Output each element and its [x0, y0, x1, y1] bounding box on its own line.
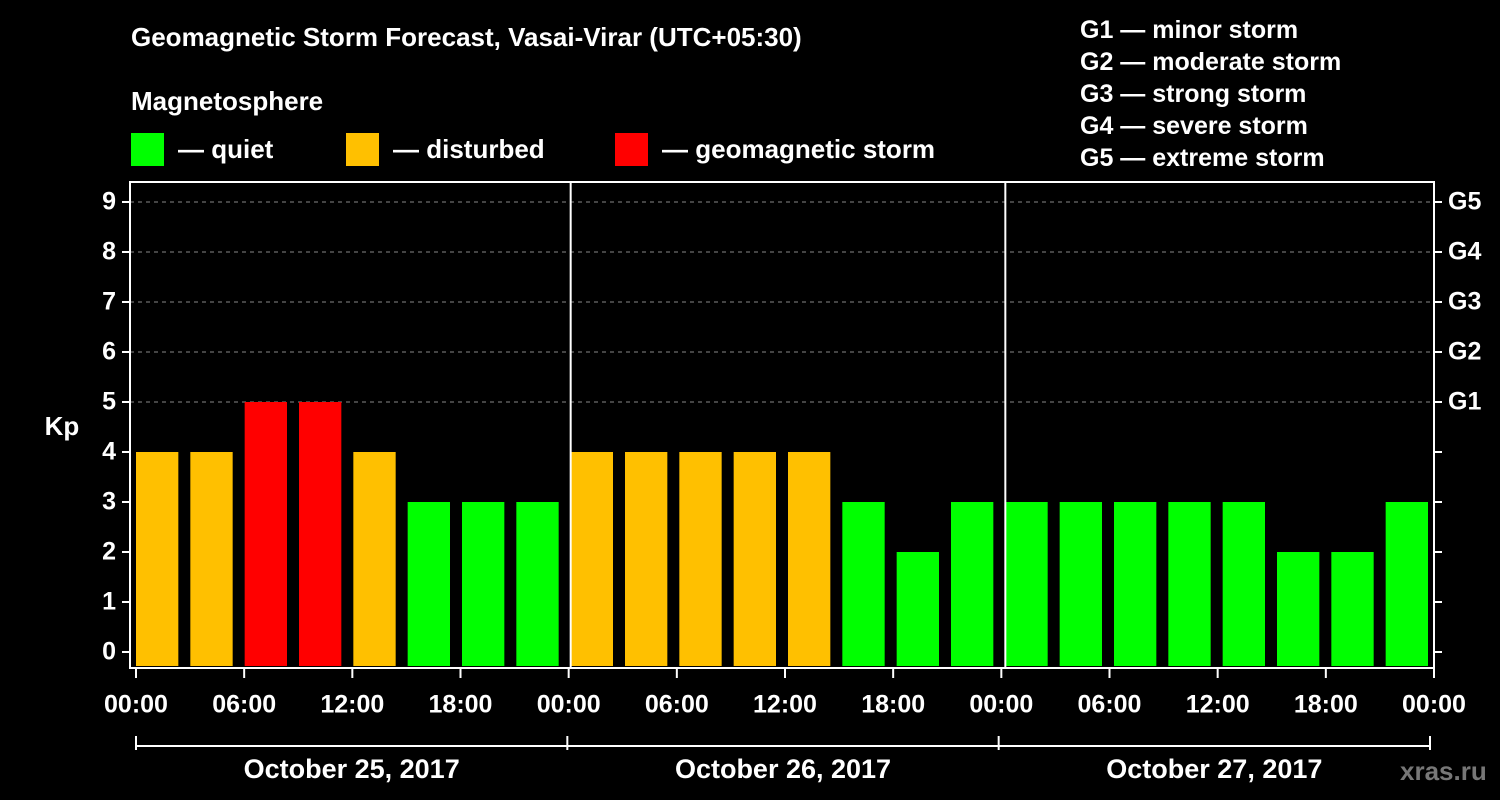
right-tick-label-G4: G4 — [1448, 238, 1481, 266]
legend: — quiet — disturbed — geomagnetic storm — [0, 133, 1000, 169]
g-level-g3: G3 — strong storm — [1080, 80, 1307, 108]
date-label-2: October 27, 2017 — [1106, 754, 1322, 784]
g-level-g4: G4 — severe storm — [1080, 112, 1308, 140]
legend-label-storm: — geomagnetic storm — [662, 134, 936, 164]
bar-11 — [733, 452, 776, 666]
bar-3 — [299, 402, 342, 666]
bar-21 — [1277, 552, 1320, 666]
y-tick-label-8: 8 — [102, 238, 116, 266]
x-tick-label-12: 00:00 — [1402, 691, 1466, 719]
date-label-1: October 26, 2017 — [675, 754, 891, 784]
x-tick-label-10: 12:00 — [1186, 691, 1250, 719]
bar-17 — [1059, 502, 1102, 666]
y-tick-label-0: 0 — [102, 638, 116, 666]
x-tick-label-0: 00:00 — [104, 691, 168, 719]
y-axis-label: Kp — [45, 411, 80, 441]
bar-22 — [1331, 552, 1374, 666]
x-tick-label-11: 18:00 — [1294, 691, 1358, 719]
bar-10 — [679, 452, 722, 666]
bar-16 — [1005, 502, 1048, 666]
y-tick-label-9: 9 — [102, 188, 116, 216]
right-tick-label-G5: G5 — [1448, 188, 1481, 216]
bar-9 — [625, 452, 668, 666]
chart-subtitle: Magnetosphere — [131, 86, 324, 116]
legend-label-quiet: — quiet — [178, 134, 274, 164]
date-label-0: October 25, 2017 — [244, 754, 460, 784]
legend-swatch-storm — [615, 133, 648, 166]
x-tick-label-8: 00:00 — [969, 691, 1033, 719]
y-tick-label-7: 7 — [102, 288, 116, 316]
bar-23 — [1385, 502, 1428, 666]
bar-6 — [462, 502, 505, 666]
bar-18 — [1114, 502, 1157, 666]
legend-item-quiet: — quiet — [131, 133, 273, 166]
bar-13 — [842, 502, 885, 666]
plot-frame — [129, 181, 1435, 669]
x-tick-label-2: 12:00 — [320, 691, 384, 719]
bar-5 — [407, 502, 450, 666]
y-tick-label-5: 5 — [102, 388, 116, 416]
x-tick-label-4: 00:00 — [537, 691, 601, 719]
g-level-g5: G5 — extreme storm — [1080, 144, 1325, 172]
bar-1 — [190, 452, 233, 666]
x-tick-label-7: 18:00 — [861, 691, 925, 719]
chart-title: Geomagnetic Storm Forecast, Vasai-Virar … — [131, 22, 802, 52]
legend-item-disturbed: — disturbed — [346, 133, 545, 166]
bar-19 — [1168, 502, 1211, 666]
bar-15 — [951, 502, 994, 666]
x-tick-label-9: 06:00 — [1078, 691, 1142, 719]
g-level-list: G1 — minor storm G2 — moderate storm G3 … — [1080, 14, 1341, 174]
y-tick-label-1: 1 — [102, 588, 116, 616]
right-tick-label-G3: G3 — [1448, 288, 1481, 316]
legend-swatch-quiet — [131, 133, 164, 166]
g-level-g2: G2 — moderate storm — [1080, 48, 1342, 76]
bar-14 — [896, 552, 939, 666]
y-tick-label-4: 4 — [102, 438, 116, 466]
x-tick-label-6: 12:00 — [753, 691, 817, 719]
right-tick-label-G2: G2 — [1448, 338, 1481, 366]
right-tick-label-G1: G1 — [1448, 388, 1481, 416]
y-tick-label-2: 2 — [102, 538, 116, 566]
bar-12 — [788, 452, 831, 666]
legend-swatch-disturbed — [346, 133, 379, 166]
bar-2 — [244, 402, 287, 666]
x-tick-label-3: 18:00 — [429, 691, 493, 719]
x-tick-label-1: 06:00 — [212, 691, 276, 719]
bar-8 — [570, 452, 613, 666]
watermark: xras.ru — [1400, 756, 1487, 786]
bar-20 — [1222, 502, 1265, 666]
x-tick-label-5: 06:00 — [645, 691, 709, 719]
bar-4 — [353, 452, 396, 666]
g-level-g1: G1 — minor storm — [1080, 16, 1299, 44]
bar-7 — [516, 502, 559, 666]
bar-0 — [136, 452, 179, 666]
legend-item-storm: — geomagnetic storm — [615, 133, 935, 166]
y-tick-label-3: 3 — [102, 488, 116, 516]
y-tick-label-6: 6 — [102, 338, 116, 366]
legend-label-disturbed: — disturbed — [393, 134, 545, 164]
